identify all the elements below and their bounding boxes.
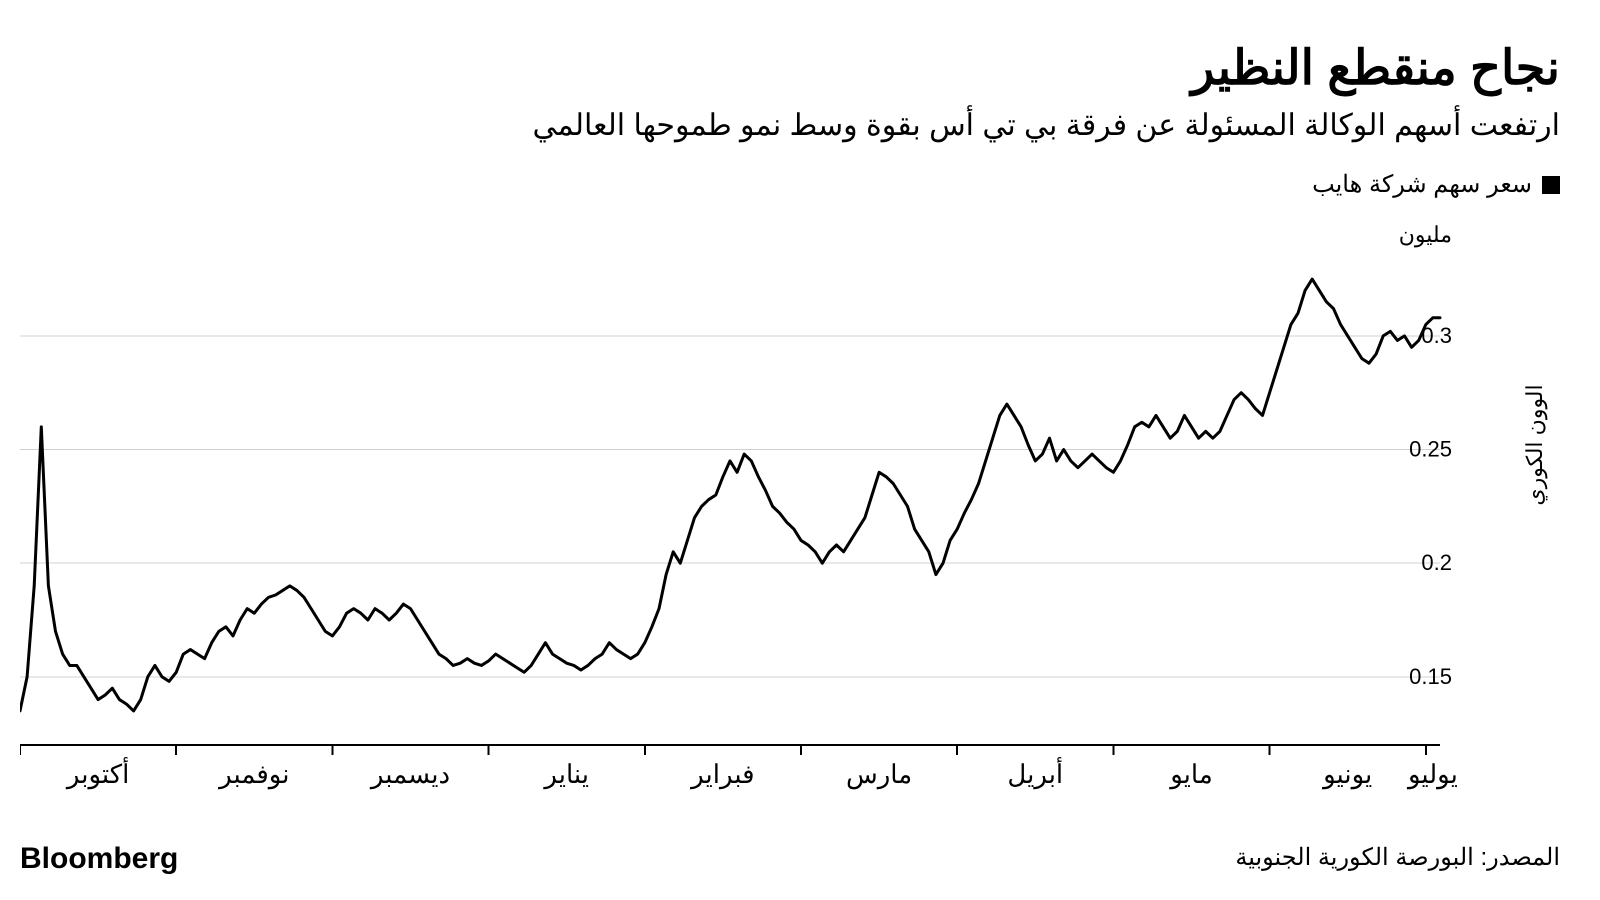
- svg-text:فبراير: فبراير: [689, 759, 754, 790]
- svg-text:ديسمبر: ديسمبر: [369, 759, 450, 790]
- y-tick-labels: 0.150.20.250.3: [1409, 323, 1452, 689]
- y-units-label: مليون: [1399, 222, 1452, 248]
- svg-text:0.25: 0.25: [1409, 437, 1452, 462]
- y-axis-title: الوون الكوري: [1522, 384, 1548, 505]
- gridlines: [20, 336, 1440, 677]
- chart-area: 0.150.20.250.3 مليون الوون الكوري أكتوبر…: [20, 220, 1560, 800]
- svg-text:أبريل: أبريل: [1007, 756, 1063, 790]
- line-chart-svg: 0.150.20.250.3 مليون الوون الكوري أكتوبر…: [20, 220, 1560, 800]
- source-attribution: المصدر: البورصة الكورية الجنوبية: [1235, 843, 1560, 872]
- svg-text:مارس: مارس: [846, 759, 912, 790]
- svg-text:يناير: يناير: [542, 759, 589, 790]
- chart-subtitle: ارتفعت أسهم الوكالة المسئولة عن فرقة بي …: [533, 108, 1560, 143]
- svg-text:يونيو: يونيو: [1321, 759, 1372, 790]
- chart-title: نجاح منقطع النظير: [1191, 40, 1560, 96]
- svg-text:مايو: مايو: [1168, 759, 1213, 790]
- svg-text:نوفمبر: نوفمبر: [217, 759, 289, 790]
- x-month-ticks: [20, 745, 1426, 755]
- svg-text:0.2: 0.2: [1421, 550, 1452, 575]
- svg-text:يوليو: يوليو: [1406, 759, 1458, 790]
- legend-label: سعر سهم شركة هايب: [1312, 170, 1532, 199]
- legend-swatch: [1542, 176, 1560, 194]
- svg-text:0.15: 0.15: [1409, 664, 1452, 689]
- price-line: [20, 279, 1440, 711]
- brand-logo: Bloomberg: [20, 842, 178, 876]
- svg-text:أكتوبر: أكتوبر: [65, 756, 129, 790]
- x-tick-labels: أكتوبر نوفمبر ديسمبر يناير فبراير مارس أبريل ما…: [65, 756, 1458, 790]
- legend: سعر سهم شركة هايب: [1312, 170, 1560, 199]
